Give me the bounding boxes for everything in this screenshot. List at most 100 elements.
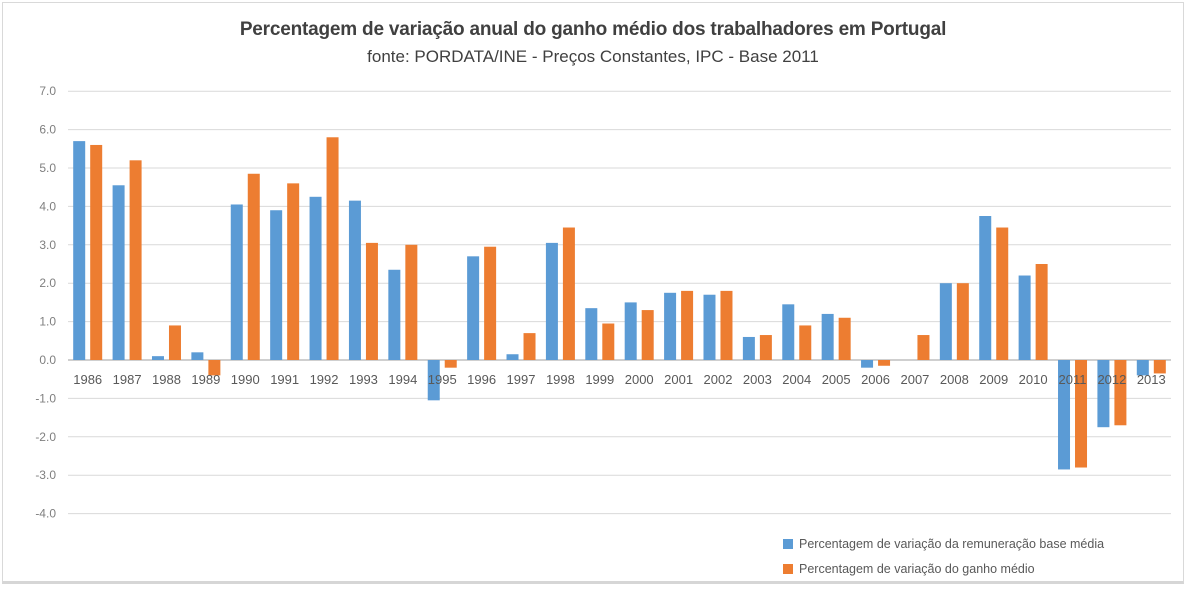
y-tick-label: 1.0 <box>39 315 56 329</box>
y-tick-label: -3.0 <box>35 468 56 482</box>
y-tick-label: 4.0 <box>39 199 56 213</box>
x-tick-label: 1999 <box>585 372 614 387</box>
chart-frame: Percentagem de variação anual do ganho m… <box>2 2 1184 584</box>
bar-remuneracao-base <box>1097 360 1110 428</box>
x-tick-label: 1995 <box>428 372 457 387</box>
y-tick-label: 7.0 <box>39 84 56 98</box>
bar-remuneracao-base <box>427 360 440 401</box>
bar-remuneracao-base <box>1058 360 1071 470</box>
x-tick-label: 2001 <box>664 372 693 387</box>
bar-remuneracao-base <box>348 200 361 360</box>
y-tick-label: -2.0 <box>35 430 56 444</box>
x-tick-label: 2007 <box>900 372 929 387</box>
legend-label-remuneracao-base: Percentagem de variação da remuneração b… <box>799 537 1105 551</box>
bar-remuneracao-base <box>624 302 637 360</box>
legend-label-ganho-medio: Percentagem de variação do ganho médio <box>799 562 1035 576</box>
y-tick-label: -1.0 <box>35 391 56 405</box>
bar-ganho-medio <box>838 317 851 360</box>
bar-remuneracao-base <box>506 354 519 360</box>
bar-ganho-medio <box>129 160 142 360</box>
bar-remuneracao-base <box>939 283 952 360</box>
bar-ganho-medio <box>444 360 457 368</box>
bar-remuneracao-base <box>664 292 677 360</box>
bar-remuneracao-base <box>742 336 755 360</box>
bar-remuneracao-base <box>73 141 86 360</box>
legend-item-ganho-medio: Percentagem de variação do ganho médio <box>783 562 1104 576</box>
bar-ganho-medio <box>1153 360 1166 374</box>
bar-ganho-medio <box>878 360 891 366</box>
y-tick-label: 2.0 <box>39 276 56 290</box>
x-tick-label: 2008 <box>940 372 969 387</box>
x-tick-label: 1987 <box>113 372 142 387</box>
x-tick-label: 2010 <box>1019 372 1048 387</box>
bar-ganho-medio <box>641 310 654 360</box>
bar-ganho-medio <box>1114 360 1127 426</box>
bar-ganho-medio <box>326 137 339 360</box>
y-tick-label: -4.0 <box>35 507 56 521</box>
bar-remuneracao-base <box>112 185 125 360</box>
bar-remuneracao-base <box>703 294 716 360</box>
x-tick-label: 2009 <box>979 372 1008 387</box>
x-tick-label: 2012 <box>1097 372 1126 387</box>
bar-ganho-medio <box>720 290 733 360</box>
y-tick-label: 0.0 <box>39 353 56 367</box>
y-tick-label: 3.0 <box>39 238 56 252</box>
bar-remuneracao-base <box>1136 360 1149 376</box>
bar-remuneracao-base <box>782 304 795 360</box>
bar-ganho-medio <box>90 144 103 360</box>
x-tick-label: 2003 <box>743 372 772 387</box>
y-tick-label: 5.0 <box>39 161 56 175</box>
x-tick-label: 2013 <box>1137 372 1166 387</box>
x-tick-label: 1988 <box>152 372 181 387</box>
x-tick-label: 1993 <box>349 372 378 387</box>
chart-subtitle: fonte: PORDATA/INE - Preços Constantes, … <box>367 47 819 66</box>
bar-ganho-medio <box>562 227 575 360</box>
bar-remuneracao-base <box>585 308 598 360</box>
bar-remuneracao-base <box>270 210 283 360</box>
x-tick-label: 2005 <box>822 372 851 387</box>
bar-remuneracao-base <box>388 269 401 360</box>
bar-ganho-medio <box>1035 264 1048 360</box>
bar-remuneracao-base <box>861 360 874 368</box>
legend-swatch-orange <box>783 564 793 574</box>
x-tick-label: 1994 <box>388 372 417 387</box>
x-tick-label: 1998 <box>546 372 575 387</box>
bar-ganho-medio <box>247 173 260 360</box>
bar-remuneracao-base <box>309 196 322 360</box>
y-tick-label: 6.0 <box>39 123 56 137</box>
bar-remuneracao-base <box>191 352 204 360</box>
bar-remuneracao-base <box>545 242 558 360</box>
x-tick-label: 1996 <box>467 372 496 387</box>
bar-ganho-medio <box>996 227 1009 360</box>
bar-remuneracao-base <box>821 313 834 360</box>
bar-ganho-medio <box>484 246 497 360</box>
legend-swatch-blue <box>783 539 793 549</box>
bar-remuneracao-base <box>467 256 480 360</box>
chart-title: Percentagem de variação anual do ganho m… <box>239 19 947 40</box>
legend: Percentagem de variação da remuneração b… <box>783 537 1104 576</box>
bar-ganho-medio <box>365 242 378 360</box>
chart-plot-area: 7.0 6.0 5.0 4.0 3.0 2.0 1.0 0.0 -1.0 -2.0 -3.0 -4.0… <box>35 84 1171 521</box>
bar-ganho-medio <box>956 283 969 360</box>
x-tick-label: 1989 <box>191 372 220 387</box>
bar-remuneracao-base <box>979 216 992 360</box>
bar-ganho-medio <box>799 325 812 360</box>
bar-ganho-medio <box>523 333 536 360</box>
bar-ganho-medio <box>681 290 694 360</box>
bar-remuneracao-base <box>230 204 243 360</box>
bar-ganho-medio <box>287 183 300 360</box>
x-tick-label: 2000 <box>625 372 654 387</box>
x-tick-label: 2006 <box>861 372 890 387</box>
bar-ganho-medio <box>759 335 772 360</box>
bar-ganho-medio <box>602 323 615 360</box>
bar-ganho-medio <box>917 335 930 360</box>
x-tick-label: 1997 <box>507 372 536 387</box>
bar-remuneracao-base <box>1018 275 1031 360</box>
x-tick-label: 2011 <box>1059 372 1087 387</box>
x-tick-label: 1991 <box>270 372 299 387</box>
x-tick-label: 1986 <box>73 372 102 387</box>
legend-item-remuneracao-base: Percentagem de variação da remuneração b… <box>783 537 1104 551</box>
x-tick-label: 2002 <box>704 372 733 387</box>
x-tick-label: 2004 <box>782 372 811 387</box>
bar-remuneracao-base <box>151 356 164 360</box>
